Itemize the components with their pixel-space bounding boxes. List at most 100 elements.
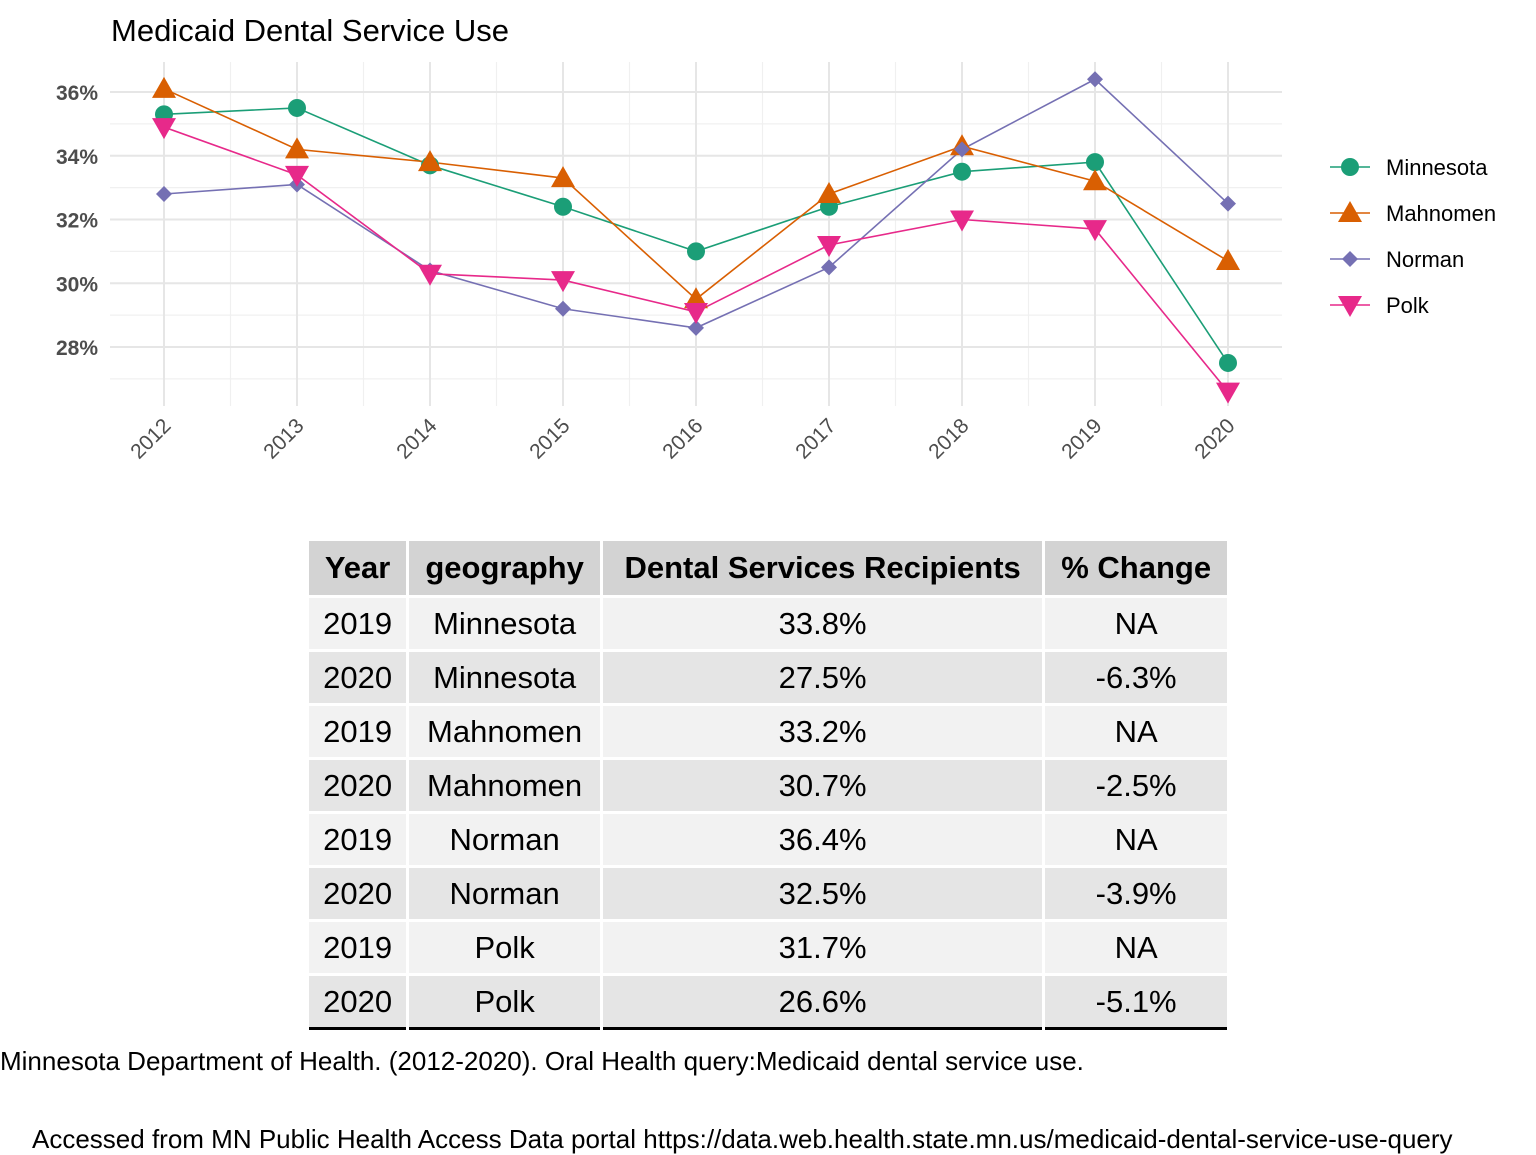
- cell-change: -3.9%: [1043, 866, 1227, 922]
- cell-year: 2020: [309, 866, 410, 922]
- data-point-mahnomen: [1216, 248, 1240, 270]
- cell-recipients: 27.5%: [601, 650, 1046, 706]
- chart-title: Medicaid Dental Service Use: [111, 13, 509, 48]
- data-point-minnesota: [687, 242, 705, 261]
- cell-geography: Mahnomen: [407, 758, 603, 814]
- cell-recipients: 36.4%: [601, 812, 1046, 868]
- table-row: 2019 Polk 31.7% NA: [309, 920, 1227, 976]
- data-point-norman: [555, 300, 571, 317]
- data-point-norman: [688, 319, 704, 336]
- x-tick-label: 2013: [259, 414, 308, 463]
- data-point-mahnomen: [551, 166, 575, 188]
- legend-label: Minnesota: [1386, 155, 1488, 180]
- data-point-minnesota: [554, 197, 572, 216]
- cell-year: 2019: [309, 596, 410, 652]
- data-point-minnesota: [1086, 153, 1104, 172]
- cell-change: -6.3%: [1043, 650, 1227, 706]
- data-point-norman: [156, 186, 172, 202]
- table-row: 2019 Minnesota 33.8% NA: [309, 596, 1227, 652]
- header-geography: geography: [407, 541, 603, 598]
- y-tick-label: 28%: [56, 337, 98, 360]
- y-tick-label: 36%: [56, 82, 98, 105]
- data-point-polk: [418, 264, 442, 286]
- legend-marker: [1338, 201, 1362, 222]
- data-point-polk: [152, 118, 176, 140]
- x-tick-label: 2016: [658, 414, 707, 463]
- cell-recipients: 31.7%: [601, 920, 1046, 976]
- data-point-norman: [954, 141, 970, 158]
- header-year: Year: [309, 541, 410, 598]
- table-row: 2020 Mahnomen 30.7% -2.5%: [309, 758, 1227, 814]
- cell-geography: Mahnomen: [407, 704, 603, 760]
- cell-recipients: 33.2%: [601, 704, 1046, 760]
- cell-year: 2019: [309, 812, 410, 868]
- cell-year: 2020: [309, 758, 410, 814]
- cell-year: 2020: [309, 650, 410, 706]
- data-point-mahnomen: [817, 182, 841, 203]
- x-tick-label: 2014: [392, 414, 442, 464]
- cell-geography: Minnesota: [407, 650, 603, 706]
- data-point-minnesota: [953, 162, 971, 181]
- data-point-polk: [950, 210, 974, 232]
- x-tick-label: 2017: [791, 414, 840, 463]
- cell-year: 2019: [309, 704, 410, 760]
- cell-recipients: 26.6%: [601, 974, 1046, 1029]
- data-point-mahnomen: [152, 76, 176, 98]
- y-tick-label: 32%: [56, 210, 98, 233]
- grid: [110, 62, 1282, 406]
- line-chart: Medicaid Dental Service Use 28% 30% 32% 34%…: [56, 13, 1496, 464]
- data-point-mahnomen: [418, 150, 442, 172]
- data-point-polk: [1083, 220, 1107, 242]
- cell-change: -2.5%: [1043, 758, 1227, 814]
- legend-marker: [1338, 296, 1362, 317]
- cell-change: NA: [1043, 596, 1227, 652]
- cell-geography: Norman: [407, 812, 603, 868]
- cell-change: NA: [1043, 704, 1227, 760]
- legend: Minnesota Mahnomen Norman Polk: [1330, 155, 1496, 318]
- y-tick-label: 30%: [56, 273, 98, 296]
- data-table: Year geography Dental Services Recipient…: [309, 541, 1227, 1030]
- legend-item-norman: Norman: [1330, 247, 1464, 272]
- data-point-mahnomen: [1083, 169, 1107, 191]
- header-dental-recipients: Dental Services Recipients: [601, 541, 1046, 598]
- cell-recipients: 33.8%: [601, 596, 1046, 652]
- table-row: 2020 Polk 26.6% -5.1%: [309, 974, 1227, 1029]
- source-caption: Minnesota Department of Health. (2012-20…: [0, 1046, 1084, 1076]
- x-tick-label: 2012: [126, 414, 175, 463]
- cell-geography: Norman: [407, 866, 603, 922]
- data-point-polk: [684, 302, 708, 324]
- legend-label: Polk: [1386, 293, 1430, 318]
- table-row: 2020 Norman 32.5% -3.9%: [309, 866, 1227, 922]
- cell-change: NA: [1043, 920, 1227, 976]
- data-point-polk: [817, 236, 841, 257]
- legend-item-minnesota: Minnesota: [1330, 155, 1488, 180]
- x-tick-label: 2015: [525, 414, 574, 463]
- data-point-norman: [821, 259, 837, 276]
- cell-change: -5.1%: [1043, 974, 1227, 1029]
- table-row: 2019 Norman 36.4% NA: [309, 812, 1227, 868]
- data-point-norman: [1087, 71, 1103, 88]
- table-header-row: Year geography Dental Services Recipient…: [309, 541, 1227, 598]
- cell-recipients: 30.7%: [601, 758, 1046, 814]
- access-caption: Accessed from MN Public Health Access Da…: [32, 1124, 1453, 1154]
- cell-recipients: 32.5%: [601, 866, 1046, 922]
- table-row: 2019 Mahnomen 33.2% NA: [309, 704, 1227, 760]
- header-percent-change: % Change: [1043, 541, 1227, 598]
- series-markers: [152, 71, 1240, 404]
- axes: 28% 30% 32% 34% 36% 2012 2013 2014 2015 2016 2017 2…: [56, 82, 1240, 464]
- data-point-mahnomen: [285, 137, 309, 159]
- data-point-minnesota: [1219, 353, 1237, 372]
- cell-geography: Minnesota: [407, 596, 603, 652]
- cell-year: 2019: [309, 920, 410, 976]
- data-point-norman: [1220, 195, 1236, 212]
- x-tick-label: 2020: [1190, 414, 1239, 463]
- y-tick-label: 34%: [56, 146, 98, 169]
- x-tick-label: 2019: [1057, 414, 1106, 463]
- legend-label: Mahnomen: [1386, 201, 1496, 226]
- legend-item-mahnomen: Mahnomen: [1330, 201, 1496, 226]
- legend-marker: [1341, 158, 1359, 176]
- cell-geography: Polk: [407, 974, 603, 1029]
- cell-year: 2020: [309, 974, 410, 1029]
- legend-marker: [1342, 251, 1358, 267]
- x-tick-label: 2018: [924, 414, 973, 463]
